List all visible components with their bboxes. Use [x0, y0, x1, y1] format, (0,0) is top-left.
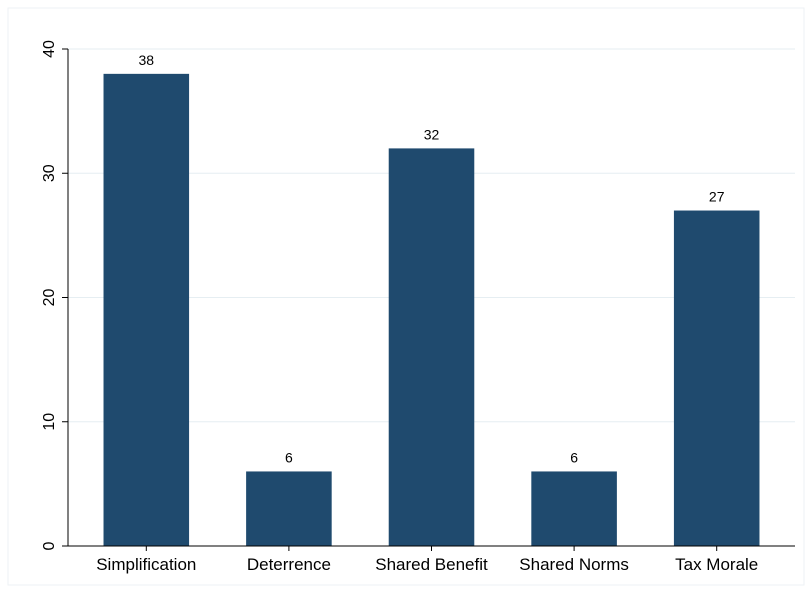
y-tick-label: 40	[41, 40, 58, 58]
bar	[103, 73, 190, 546]
x-tick-label: Simplification	[96, 555, 196, 574]
bar	[388, 148, 475, 546]
data-label: 38	[139, 52, 155, 68]
data-label: 27	[709, 189, 725, 205]
data-label: 6	[570, 449, 578, 465]
bar	[531, 471, 617, 546]
y-tick-label: 10	[41, 413, 58, 431]
x-tick-label: Shared Norms	[519, 555, 629, 574]
data-label: 6	[285, 449, 293, 465]
labels: 38 Simplification 6 Deterrence 32 Shared Bene…	[41, 40, 758, 574]
x-tick-label: Shared Benefit	[375, 555, 488, 574]
y-tick-label: 20	[41, 289, 58, 307]
y-tick-label: 0	[41, 541, 58, 550]
x-tick-label: Deterrence	[247, 555, 331, 574]
y-tick-label: 30	[41, 164, 58, 182]
bars	[103, 73, 760, 546]
data-label: 32	[424, 126, 440, 142]
bar	[246, 471, 332, 546]
axes	[62, 48, 795, 551]
bar	[673, 210, 760, 546]
x-tick-label: Tax Morale	[675, 555, 758, 574]
